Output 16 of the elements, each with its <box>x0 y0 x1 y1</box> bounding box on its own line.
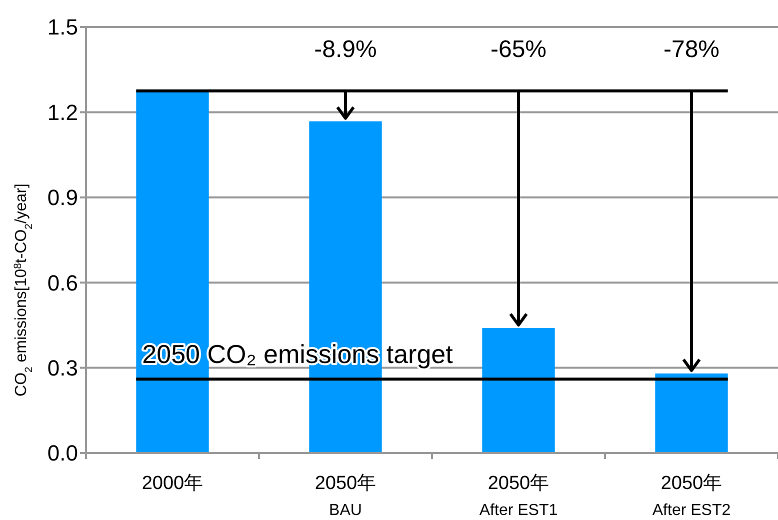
y-tick-label: 0.3 <box>47 356 78 380</box>
x-tick-label: 2050年 After EST2 <box>652 473 731 519</box>
x-tick-label: 2050年 After EST1 <box>479 473 558 519</box>
x-tick-label: 2050年 BAU <box>314 473 376 519</box>
y-tick-label: 0.6 <box>47 270 78 296</box>
x-tick-label: 2000年 <box>142 473 204 494</box>
annotation: -78% <box>663 36 720 63</box>
annotation: -65% <box>490 36 547 63</box>
y-tick-label: 0.9 <box>47 185 78 210</box>
bar <box>655 373 728 453</box>
y-tick-label: 1.5 <box>47 14 78 40</box>
bar <box>136 90 209 453</box>
bar <box>482 328 555 453</box>
annotation: -8.9% <box>314 36 377 63</box>
y-tick-label: 0.0 <box>47 440 78 466</box>
y-tick-label: 1.2 <box>47 100 78 125</box>
